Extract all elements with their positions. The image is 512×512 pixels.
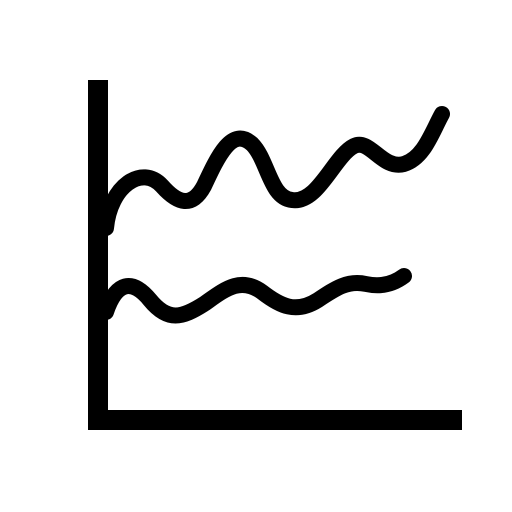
- upper-wave-line: [98, 106, 450, 236]
- lower-wave-line: [98, 268, 412, 324]
- x-axis: [88, 410, 462, 430]
- y-axis: [88, 80, 108, 430]
